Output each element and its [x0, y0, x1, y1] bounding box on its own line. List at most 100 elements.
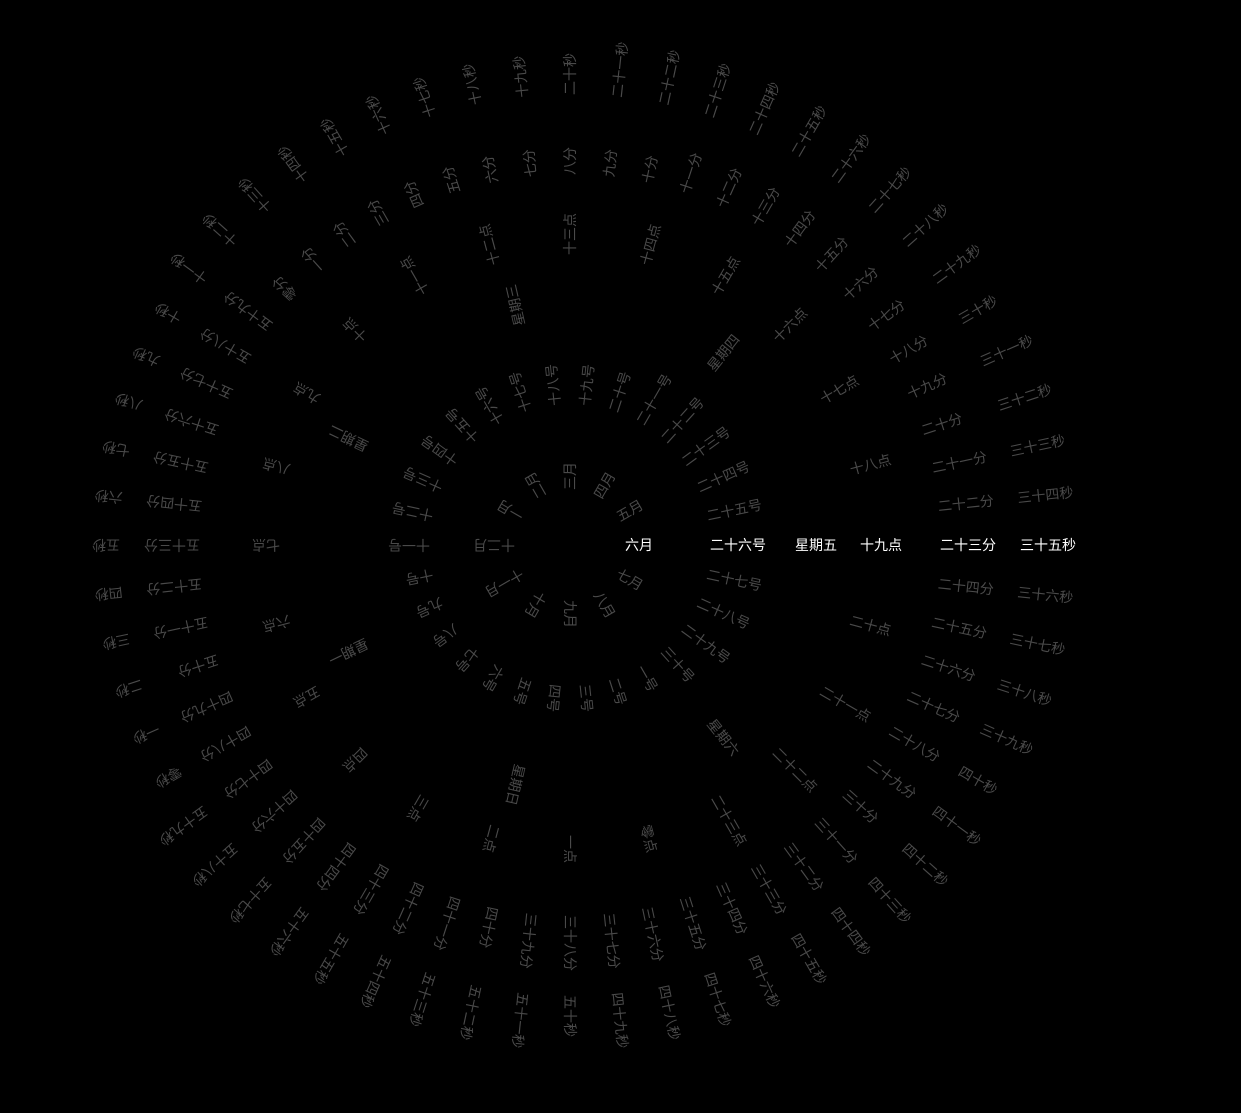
minute-label: 十六分 [840, 264, 881, 303]
second-label: 五十九秒 [157, 804, 211, 848]
minute-label: 五十九分 [221, 289, 275, 333]
minute-label: 二十一分 [930, 450, 988, 475]
minute-label: 十一分 [678, 151, 704, 195]
minute-label: 五十八分 [198, 326, 253, 366]
hour-label: 十五点 [709, 254, 742, 297]
minute-label: 五十一分 [152, 615, 210, 640]
second-label: 十六秒 [363, 93, 393, 137]
second-label: 四十四秒 [829, 905, 873, 959]
day-label: 十二号 [391, 500, 435, 522]
minute-label: 二分 [330, 219, 358, 250]
minute-label: 三十一分 [812, 815, 860, 866]
minute-label: 五十三分 [144, 538, 200, 552]
day-label: 四号 [545, 684, 562, 713]
second-label: 二十一秒 [610, 41, 630, 98]
second-label: 三十一秒 [978, 333, 1035, 369]
second-label: 三十三秒 [1009, 433, 1067, 458]
minute-label: 十二分 [714, 166, 744, 210]
minute-label: 四十八分 [198, 724, 253, 764]
second-label: 十五秒 [318, 115, 351, 158]
minute-label: 十四分 [782, 208, 818, 250]
hour-label: 八点 [261, 456, 292, 477]
minute-label: 三十三分 [749, 862, 789, 917]
second-label: 零秒 [153, 764, 184, 790]
second-label: 十七秒 [411, 75, 437, 119]
rotary-clock: 一月二月三月四月五月六月七月八月九月十月十一月十二月一号二号三号四号五号六号七号… [0, 0, 1241, 1113]
second-label: 五十一秒 [510, 992, 530, 1049]
second-label: 三十秒 [956, 293, 999, 326]
hour-label: 二十三点 [709, 793, 749, 848]
second-label: 三十六秒 [1017, 585, 1074, 605]
second-label: 五十四秒 [358, 953, 394, 1010]
day-label: 八号 [430, 622, 461, 650]
day-label: 二十六号 [710, 538, 766, 552]
second-label: 二十九秒 [930, 242, 984, 286]
day-label: 二十八号 [695, 596, 752, 632]
day-label: 二十九号 [679, 622, 733, 666]
hour-label: 零点 [638, 823, 659, 854]
second-label: 四秒 [94, 585, 123, 602]
second-label: 四十七秒 [702, 971, 733, 1029]
day-label: 二十四号 [695, 459, 752, 495]
weekday-label: 星期三 [504, 283, 527, 327]
minute-label: 五十二分 [146, 577, 203, 597]
hour-label: 七点 [252, 538, 280, 552]
day-label: 二十二号 [658, 395, 706, 446]
minute-label: 七分 [521, 148, 538, 177]
month-label: 四月 [591, 470, 617, 501]
day-label: 一号 [634, 663, 660, 694]
second-label: 十四秒 [275, 143, 311, 185]
minute-label: 三十六分 [640, 905, 665, 963]
second-label: 三十九秒 [978, 722, 1035, 758]
second-label: 二十七秒 [866, 164, 914, 215]
second-label: 三十七秒 [1009, 632, 1067, 657]
day-label: 三号 [578, 684, 595, 713]
hour-label: 十七点 [818, 373, 861, 406]
day-label: 五号 [511, 676, 533, 707]
second-label: 五十五秒 [311, 931, 351, 986]
minute-label: 二十五分 [930, 615, 988, 640]
second-label: 三十四秒 [1017, 485, 1074, 505]
month-label: 七月 [614, 566, 645, 592]
minute-label: 二十四分 [937, 577, 994, 597]
second-label: 二十五秒 [789, 103, 829, 158]
second-label: 二秒 [113, 677, 144, 699]
minute-label: 二十八分 [887, 724, 942, 764]
second-label: 四十三秒 [866, 875, 914, 926]
month-label: 十二月 [473, 538, 515, 552]
second-label: 三十二秒 [996, 382, 1054, 413]
minute-label: 四十三分 [351, 862, 391, 917]
month-label: 九月 [563, 600, 577, 628]
month-label: 五月 [614, 497, 645, 523]
minute-label: 五十六分 [163, 407, 221, 438]
day-label: 十六号 [473, 384, 506, 427]
second-label: 十九秒 [512, 55, 530, 98]
day-label: 二十五号 [705, 497, 763, 522]
day-label: 二号 [607, 676, 629, 707]
minute-label: 五分 [440, 164, 462, 195]
minute-label: 二十七分 [905, 689, 962, 725]
second-label: 二十六秒 [829, 132, 873, 186]
day-label: 二十号 [607, 370, 633, 414]
minute-label: 五十七分 [178, 365, 235, 401]
hour-label: 二十点 [848, 613, 892, 637]
second-label: 七秒 [101, 439, 131, 459]
weekday-label: 星期日 [504, 763, 527, 807]
minute-label: 三十五分 [678, 895, 709, 953]
minute-label: 十分 [640, 154, 660, 184]
second-label: 十秒 [153, 300, 184, 326]
minute-label: 二十分 [920, 411, 964, 437]
month-label: 八月 [591, 589, 617, 620]
month-label: 二月 [522, 470, 548, 501]
minute-label: 四十一分 [432, 895, 463, 953]
hour-label: 四点 [340, 745, 370, 775]
day-label: 七号 [452, 644, 481, 674]
minute-label: 四十五分 [280, 815, 328, 866]
day-label: 二十一号 [634, 372, 674, 427]
second-label: 五十八秒 [189, 841, 240, 889]
second-label: 四十二秒 [900, 841, 951, 889]
second-label: 十二秒 [200, 211, 241, 250]
second-label: 四十一秒 [930, 804, 984, 848]
minute-label: 五十分 [176, 653, 220, 679]
day-label: 十三号 [401, 465, 445, 495]
